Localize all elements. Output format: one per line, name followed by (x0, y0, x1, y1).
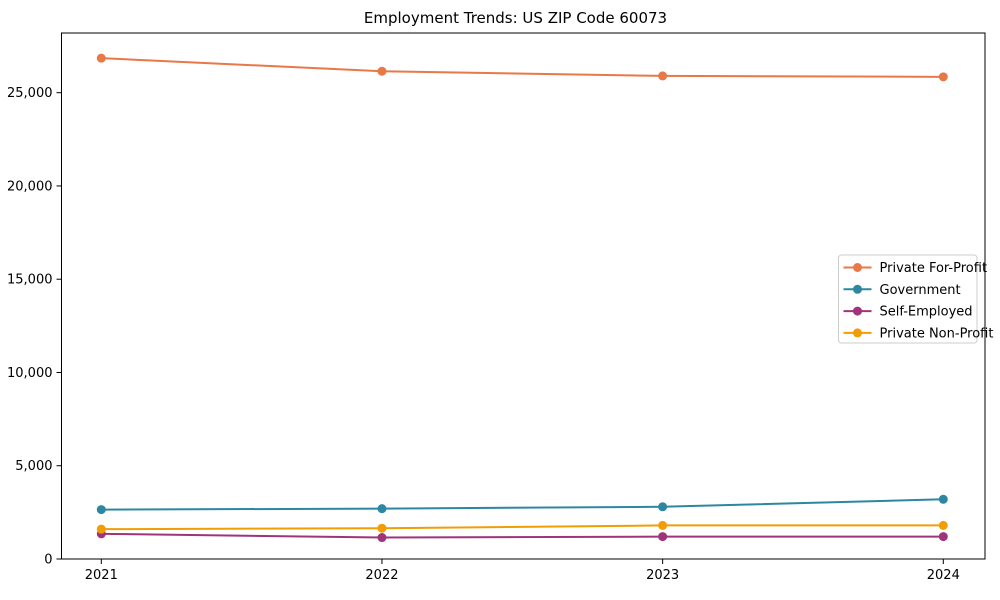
series-line-government (101, 498, 944, 511)
data-point-private-non-profit-2022 (377, 523, 387, 533)
data-point-self-employed-2022 (377, 533, 387, 543)
y-axis-tick-label: 0 (44, 553, 52, 568)
x-axis-tick-label: 2023 (646, 568, 679, 583)
legend-marker-icon (853, 328, 862, 338)
legend-box (838, 254, 978, 344)
data-point-government-2024 (938, 494, 948, 504)
data-point-private-for-profit-2023 (658, 71, 668, 81)
legend-label: Self-Employed (880, 305, 973, 320)
legend-marker-icon (853, 284, 862, 294)
y-axis-tick-label: 5,000 (15, 459, 52, 474)
data-point-private-for-profit-2024 (938, 72, 948, 82)
legend-item-government: Government (843, 283, 961, 298)
x-axis-tick-label: 2022 (365, 568, 398, 583)
legend-label: Government (880, 283, 961, 298)
series-line-private-non-profit (101, 524, 944, 531)
data-point-private-non-profit-2021 (96, 524, 106, 534)
y-axis-tick-label: 15,000 (7, 273, 53, 288)
y-axis-tick-label: 20,000 (7, 179, 53, 194)
data-point-self-employed-2024 (938, 532, 948, 542)
data-point-government-2023 (658, 502, 668, 512)
data-point-private-non-profit-2024 (938, 520, 948, 530)
chart-title: Employment Trends: US ZIP Code 60073 (363, 9, 668, 27)
legend-marker-icon (853, 306, 862, 316)
data-point-private-for-profit-2021 (96, 53, 106, 63)
legend-item-private-non-profit: Private Non-Profit (843, 326, 994, 341)
legend-marker-icon (853, 263, 862, 272)
x-axis-tick-label: 2024 (927, 568, 960, 583)
legend-item-self-employed: Self-Employed (843, 305, 973, 320)
data-point-government-2021 (96, 505, 106, 515)
series-line-private-for-profit (101, 57, 944, 78)
data-point-private-non-profit-2023 (658, 520, 668, 530)
series-line-self-employed (101, 532, 944, 539)
data-point-government-2022 (377, 504, 387, 514)
y-axis-tick-label: 25,000 (7, 86, 53, 101)
data-point-private-for-profit-2022 (377, 66, 387, 76)
legend-label: Private Non-Profit (880, 326, 994, 341)
legend-label: Private For-Profit (880, 261, 988, 276)
x-axis-tick-label: 2021 (85, 568, 118, 583)
plot-frame (61, 32, 986, 560)
legend-item-private-for-profit: Private For-Profit (843, 261, 988, 276)
data-point-self-employed-2023 (658, 532, 668, 542)
y-axis-tick-label: 10,000 (7, 366, 53, 381)
